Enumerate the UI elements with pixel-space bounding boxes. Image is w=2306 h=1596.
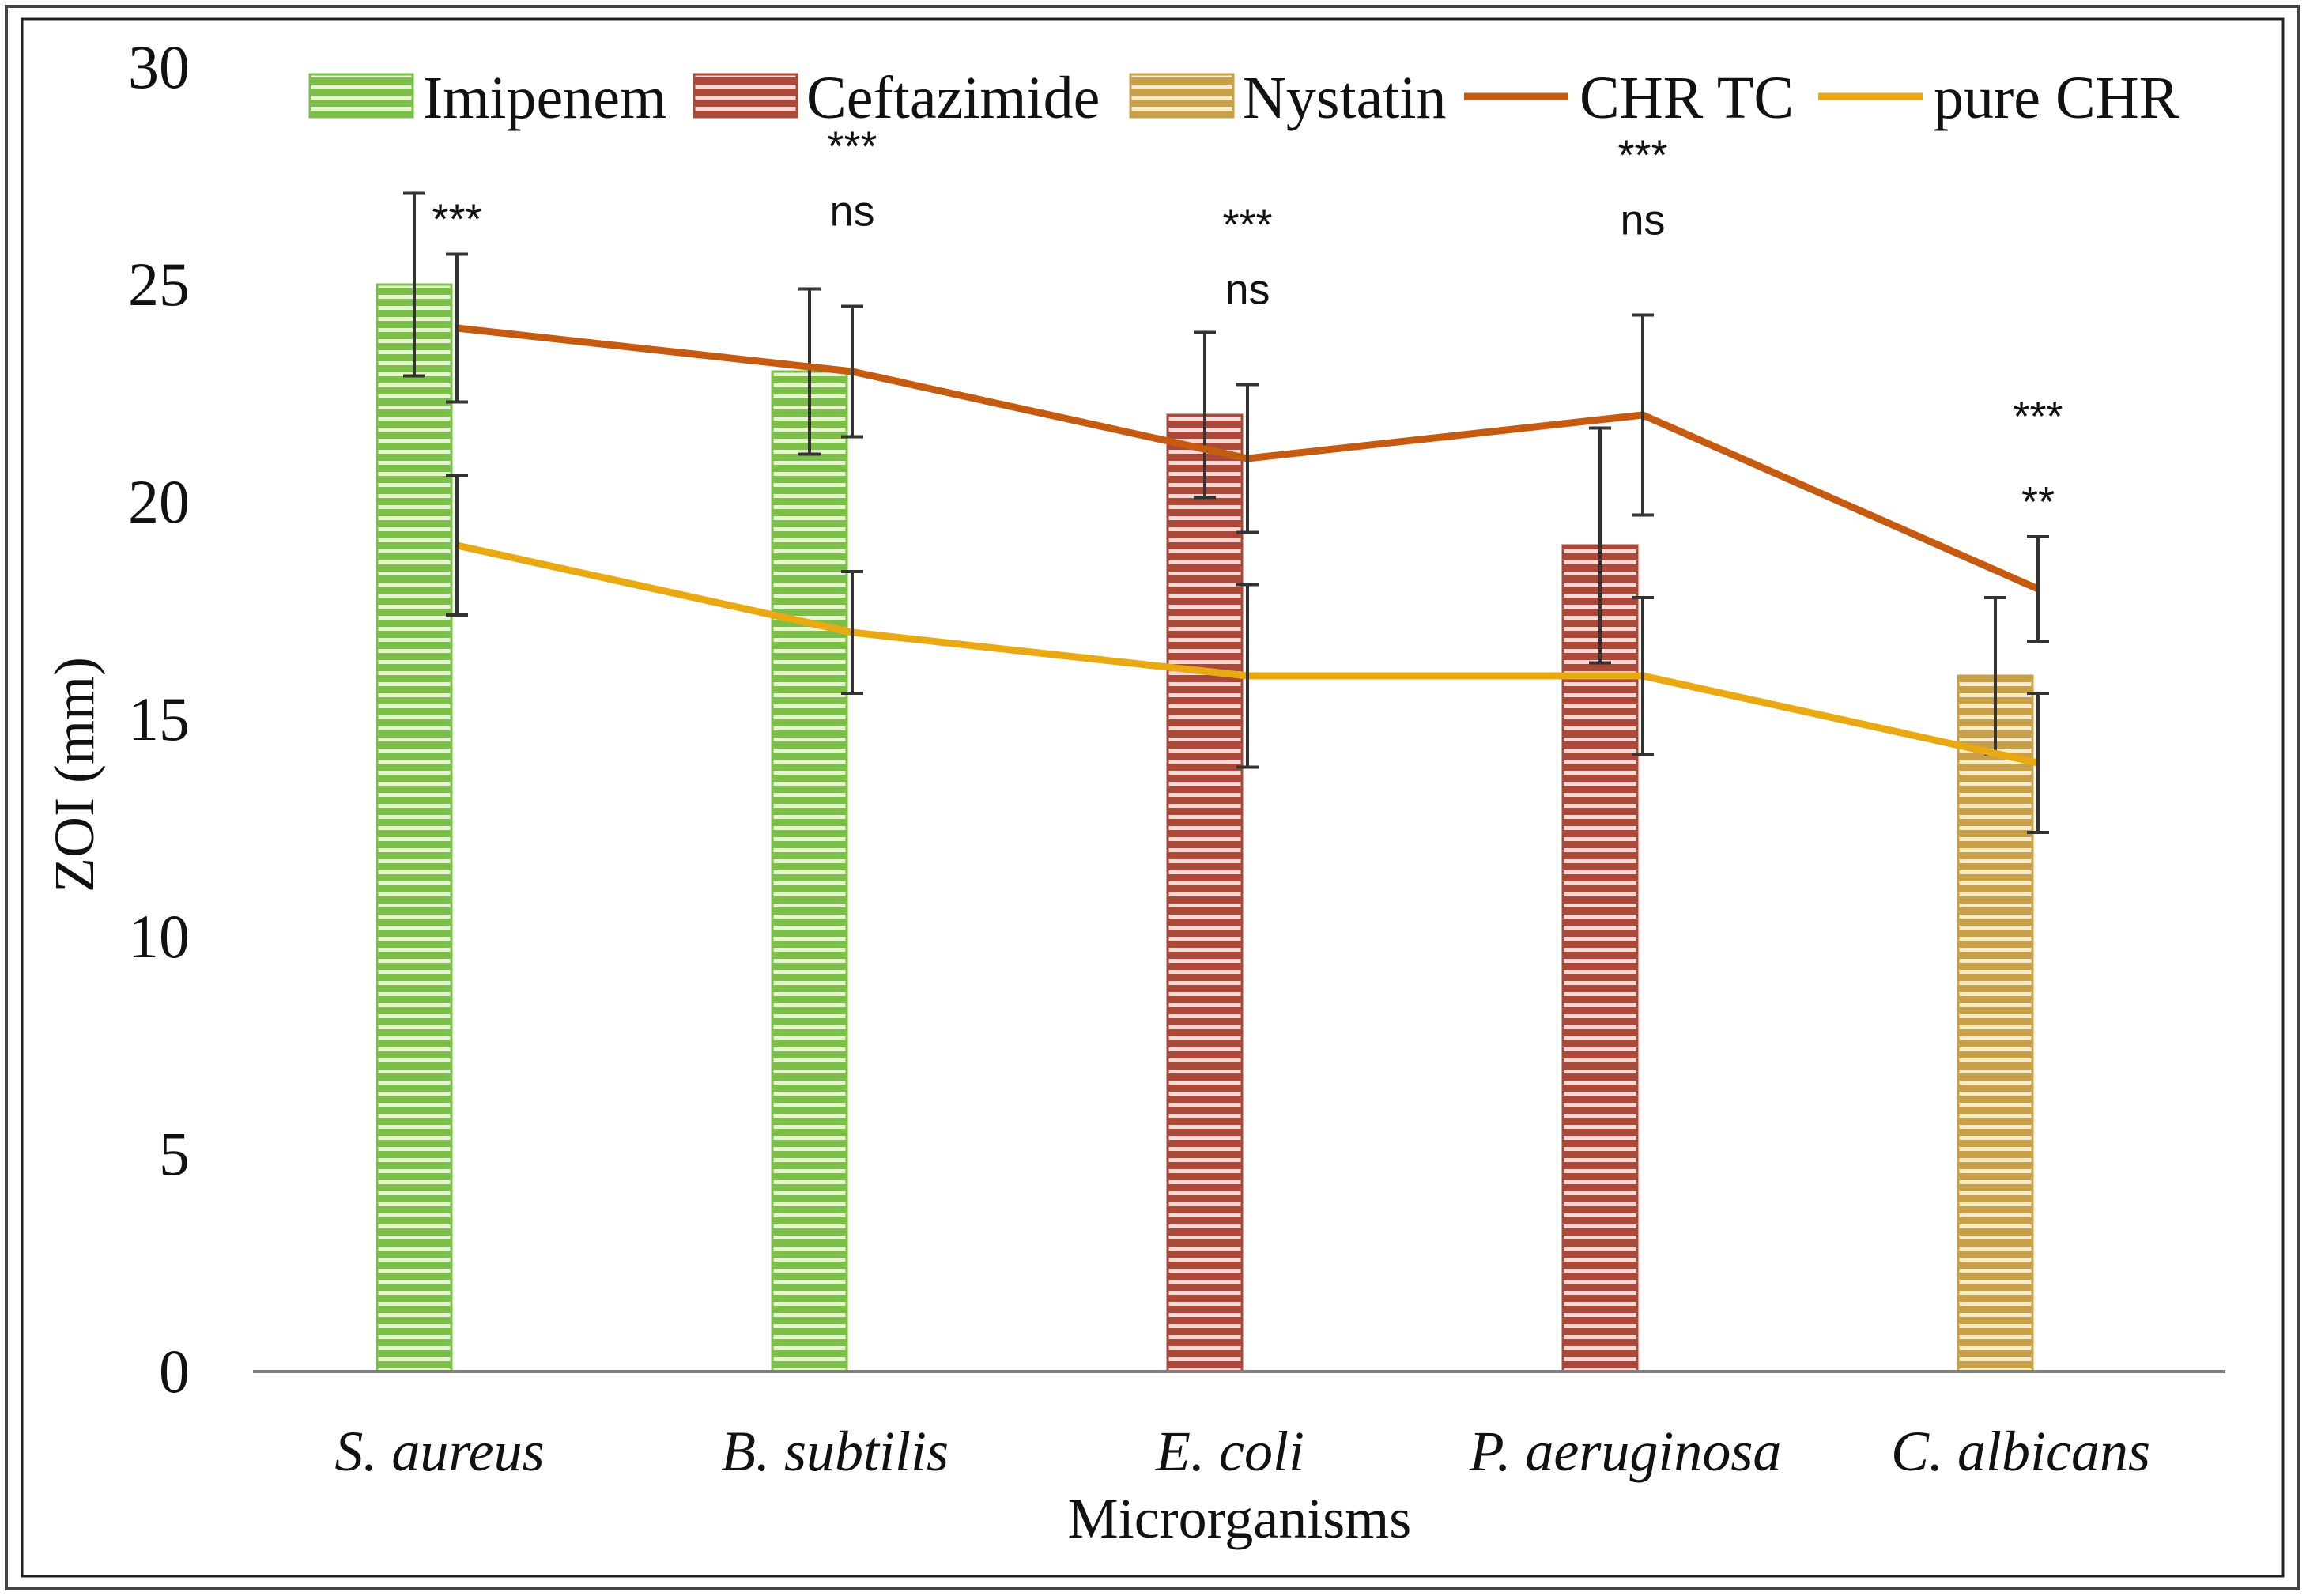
legend-label-imipenem: Imipenem	[423, 65, 666, 131]
legend-label-pure-chr: pure CHR	[1934, 65, 2180, 131]
x-tick-label-e-coli: E. coli	[1155, 1420, 1304, 1483]
error-bar-pure-chr-e-coli	[1236, 583, 1259, 769]
legend-swatch-imipenem	[308, 73, 414, 119]
x-axis-title: Microrganisms	[1068, 1487, 1412, 1550]
error-bar-pure-chr-s-aureus	[446, 474, 468, 617]
error-bar-imipenem-s-aureus	[403, 191, 425, 378]
x-tick-label-b-subtilis: B. subtilis	[721, 1420, 949, 1483]
error-bar-chr-tc-e-coli	[1236, 383, 1259, 534]
significance-label: ns	[829, 188, 874, 236]
error-bar-ceftazimide-p-aeruginosa	[1589, 426, 1611, 665]
error-bar-chr-tc-p-aeruginosa	[1632, 313, 1654, 517]
significance-label: ns	[1225, 266, 1270, 314]
significance-label: ***	[432, 196, 481, 243]
legend: Imipenem Ceftazimide Nystatin CHR TC pure CH…	[308, 65, 2180, 131]
error-bar-pure-chr-b-subtilis	[841, 570, 863, 695]
y-tick-label: 0	[159, 1337, 190, 1405]
error-bar-chr-tc-s-aureus	[446, 252, 468, 404]
legend-item-ceftazimide: Ceftazimide	[693, 65, 1100, 131]
inner-frame	[21, 17, 2285, 1578]
error-bar-chr-tc-b-subtilis	[841, 304, 863, 439]
x-tick-label-s-aureus: S. aureus	[334, 1420, 544, 1483]
y-tick-label: 5	[159, 1119, 190, 1188]
bar-nystatin-c-albicans	[1957, 674, 2034, 1373]
x-tick-labels: S. aureus B. subtilis E. coli P. aeruginosa…	[334, 1420, 2150, 1483]
bar-imipenem-s-aureus	[376, 283, 453, 1373]
error-bar-ceftazimide-e-coli	[1194, 330, 1216, 500]
significance-label: ***	[2013, 393, 2063, 440]
legend-swatch-nystatin	[1129, 73, 1235, 119]
bar-error-bars	[403, 191, 2006, 756]
y-tick-labels: 0 5 10 15 20 25 30	[128, 32, 190, 1405]
significance-label: **	[2021, 478, 2055, 526]
error-bar-imipenem-b-subtilis	[798, 287, 821, 456]
x-tick-label-c-albicans: C. albicans	[1891, 1420, 2150, 1483]
legend-label-ceftazimide: Ceftazimide	[806, 65, 1100, 131]
legend-item-chr-tc: CHR TC	[1464, 65, 1794, 131]
y-tick-label: 10	[128, 902, 190, 971]
significance-label: ns	[1620, 197, 1665, 244]
bar-ceftazimide-p-aeruginosa	[1561, 544, 1639, 1373]
error-bar-chr-tc-c-albicans	[2027, 535, 2049, 643]
legend-swatch-ceftazimide	[693, 73, 798, 119]
significance-labels: ******ns ***ns***ns*****	[432, 123, 2063, 526]
significance-label: ***	[1222, 202, 1272, 249]
error-bar-pure-chr-p-aeruginosa	[1632, 596, 1654, 756]
error-bar-pure-chr-c-albicans	[2027, 692, 2049, 834]
significance-label: ***	[827, 123, 877, 171]
x-tick-label-p-aeruginosa: P. aeruginosa	[1469, 1420, 1782, 1483]
legend-label-nystatin: Nystatin	[1243, 65, 1447, 131]
y-axis-title: ZOI (mm)	[43, 657, 106, 892]
line-error-bars	[446, 252, 2049, 834]
y-tick-label: 15	[128, 685, 190, 753]
legend-label-chr-tc: CHR TC	[1579, 65, 1794, 131]
legend-item-imipenem: Imipenem	[308, 65, 666, 131]
y-tick-label: 30	[128, 32, 190, 101]
legend-item-pure-chr: pure CHR	[1818, 65, 2180, 131]
y-tick-label: 20	[128, 467, 190, 536]
bar-ceftazimide-e-coli	[1166, 413, 1244, 1373]
legend-item-nystatin: Nystatin	[1129, 65, 1447, 131]
bar-imipenem-b-subtilis	[771, 370, 848, 1373]
y-tick-label: 25	[128, 250, 190, 319]
significance-label: ***	[1617, 132, 1667, 179]
